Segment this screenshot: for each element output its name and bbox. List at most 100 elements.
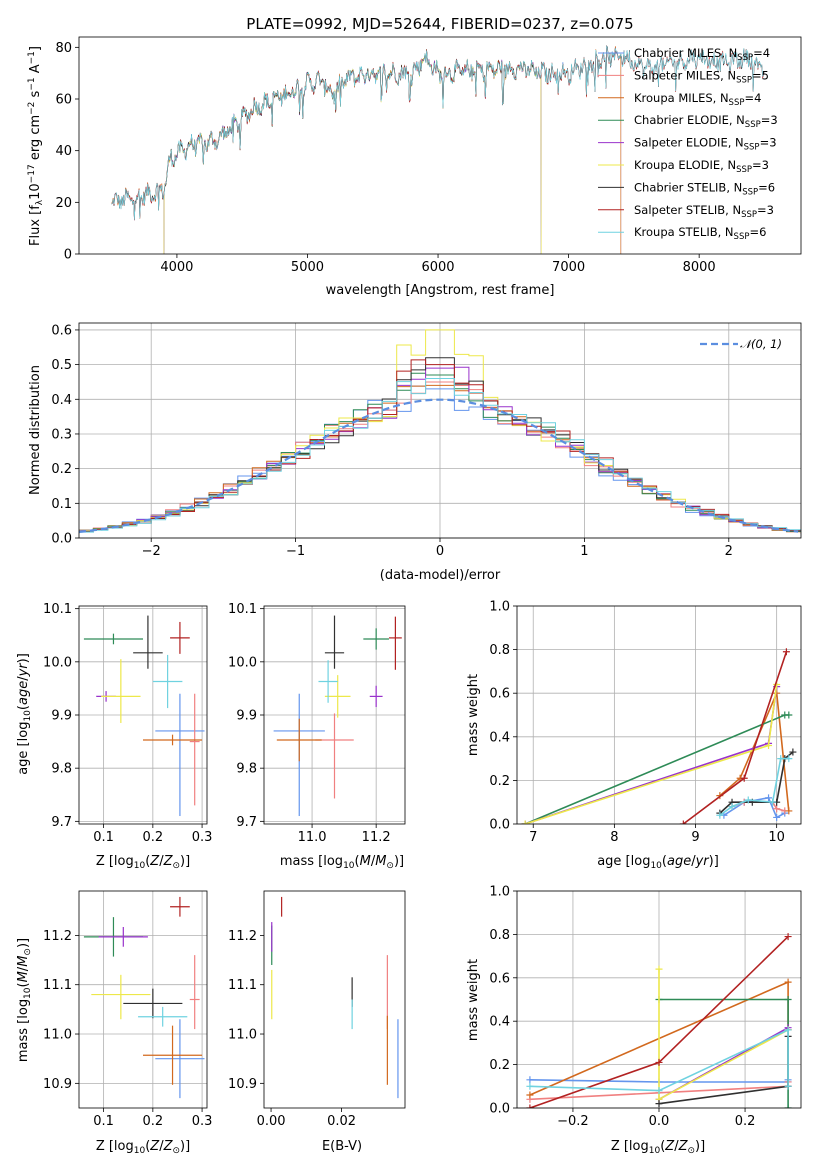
y-tick-label: 11.0 bbox=[43, 1028, 72, 1043]
mass-z-ylabel: mass [log10(M/M⊙)] bbox=[16, 938, 33, 1062]
legend-entry: Kroupa MILES, NSSP=4 bbox=[634, 91, 761, 108]
y-tick-label: 40 bbox=[55, 144, 72, 159]
age-mass-xlabel: mass [log10(M/M⊙)] bbox=[280, 854, 404, 871]
x-tick-label: 11.0 bbox=[298, 830, 327, 845]
mass-z-xlabel: Z [log10(Z/Z⊙)] bbox=[96, 1139, 190, 1156]
y-tick-label: 11.2 bbox=[43, 929, 72, 944]
y-tick-label: 9.7 bbox=[236, 815, 257, 830]
weight-point-marker bbox=[785, 711, 793, 719]
hist-ylabel: Normed distribution bbox=[28, 365, 43, 495]
y-tick-label: 11.0 bbox=[228, 1028, 257, 1043]
x-tick-label: 0.3 bbox=[192, 1114, 213, 1129]
y-tick-label: 0.0 bbox=[489, 818, 510, 833]
y-tick-label: 0.8 bbox=[489, 928, 510, 943]
x-tick-label: 2 bbox=[725, 544, 733, 559]
y-tick-label: 0.2 bbox=[489, 1058, 510, 1073]
weight-point-marker bbox=[773, 813, 781, 821]
weight-point-marker bbox=[777, 755, 785, 763]
x-tick-label: 0.1 bbox=[93, 1114, 114, 1129]
age-z-xlabel: Z [log10(Z/Z⊙)] bbox=[96, 854, 190, 871]
panel-4: 7 8 9 10 0.0 0.2 0.4 0.6 0.8 1.0 bbox=[489, 600, 802, 845]
y-tick-label: 0.0 bbox=[51, 532, 72, 547]
weight-point-marker bbox=[784, 933, 792, 941]
weight-point-marker bbox=[744, 796, 752, 804]
weight-point-marker bbox=[679, 820, 687, 824]
panel-1: −2 −1 0 1 2 0.0 0.1 0.2 0.3 0.4 0.5 0.6 𝒩(0, 1) bbox=[51, 322, 802, 559]
weight-point-marker bbox=[728, 803, 736, 811]
x-tick-label: 0.02 bbox=[327, 1114, 356, 1129]
y-tick-label: 11.2 bbox=[228, 929, 257, 944]
x-tick-label: 0.3 bbox=[192, 830, 213, 845]
spectrum-series-line bbox=[111, 46, 765, 220]
y-tick-label: 0.3 bbox=[51, 427, 72, 442]
weight-point-marker bbox=[784, 1026, 792, 1034]
weight-point-marker bbox=[765, 794, 773, 802]
y-tick-label: 10.9 bbox=[43, 1077, 72, 1092]
y-tick-label: 0.6 bbox=[489, 971, 510, 986]
y-tick-label: 9.9 bbox=[51, 709, 72, 724]
y-tick-label: 10.0 bbox=[228, 655, 257, 670]
axes-frame bbox=[263, 605, 406, 825]
y-tick-label: 0.2 bbox=[489, 774, 510, 789]
x-tick-label: −0.2 bbox=[557, 1114, 589, 1129]
y-tick-label: 10.0 bbox=[43, 655, 72, 670]
y-tick-label: 0.4 bbox=[51, 393, 72, 408]
weight-point-marker bbox=[526, 1104, 534, 1108]
axes-frame bbox=[78, 605, 208, 825]
y-tick-label: 9.7 bbox=[51, 815, 72, 830]
axes-frame bbox=[263, 890, 406, 1109]
x-tick-label: 5000 bbox=[291, 260, 324, 275]
x-tick-label: 0.2 bbox=[735, 1114, 756, 1129]
y-tick-label: 1.0 bbox=[489, 885, 510, 900]
y-tick-label: 0.4 bbox=[489, 1015, 510, 1030]
x-tick-label: 1 bbox=[580, 544, 588, 559]
y-tick-label: 10.9 bbox=[228, 1077, 257, 1092]
hist-xlabel: (data-model)/error bbox=[380, 568, 501, 583]
y-tick-label: 0.4 bbox=[489, 730, 510, 745]
y-tick-label: 9.8 bbox=[236, 762, 257, 777]
y-tick-label: 10.1 bbox=[228, 602, 257, 617]
x-tick-label: 10 bbox=[768, 830, 785, 845]
panel-2: 0.1 0.2 0.3 9.7 9.8 9.9 10.0 10.1 bbox=[43, 602, 212, 845]
y-tick-label: 20 bbox=[55, 196, 72, 211]
weight-point-marker bbox=[782, 648, 790, 656]
spectrum-legend: Chabrier MILES, NSSP=4 Salpeter MILES, NS… bbox=[598, 46, 778, 242]
histogram-series bbox=[79, 378, 801, 534]
x-tick-label: 8000 bbox=[683, 260, 716, 275]
weight-age-xlabel: age [log10(age/yr)] bbox=[597, 854, 719, 871]
y-tick-label: 10.1 bbox=[43, 602, 72, 617]
panel-6: 0.00 0.02 10.9 11.0 11.1 11.2 bbox=[228, 890, 406, 1129]
x-tick-label: 0 bbox=[436, 544, 444, 559]
legend-entry: Chabrier STELIB, NSSP=6 bbox=[634, 180, 775, 197]
weight-point-marker bbox=[526, 1082, 534, 1090]
weight-point-marker bbox=[784, 1082, 792, 1090]
axes-frame bbox=[78, 322, 802, 539]
weight-point-marker bbox=[521, 820, 529, 824]
y-tick-label: 0.1 bbox=[51, 497, 72, 512]
weight-point-marker bbox=[716, 811, 724, 819]
weight-point-marker bbox=[740, 774, 748, 782]
weight-point-marker bbox=[655, 1100, 663, 1108]
age-z-ylabel: age [log10(age/yr)] bbox=[16, 653, 33, 775]
weight-point-marker bbox=[655, 1058, 663, 1066]
x-tick-label: 6000 bbox=[421, 260, 454, 275]
y-tick-label: 0 bbox=[64, 248, 72, 263]
x-tick-label: 11.2 bbox=[362, 830, 391, 845]
x-tick-label: 0.2 bbox=[143, 1114, 164, 1129]
axes-frame bbox=[78, 36, 802, 255]
axes-frame bbox=[516, 890, 802, 1109]
legend-entry: Salpeter MILES, NSSP=5 bbox=[634, 68, 769, 85]
legend-entry: Kroupa STELIB, NSSP=6 bbox=[634, 225, 766, 242]
weight-point-marker bbox=[784, 996, 792, 1003]
weight-point-marker bbox=[784, 978, 792, 986]
weight-series-line bbox=[529, 1028, 789, 1092]
legend-entry: Kroupa ELODIE, NSSP=3 bbox=[634, 158, 769, 175]
panel-5: 0.1 0.2 0.3 10.9 11.0 11.1 11.2 bbox=[43, 890, 213, 1129]
y-tick-label: 0.0 bbox=[489, 1102, 510, 1117]
panel-0: 4000 5000 6000 7000 8000 0 20 40 60 80 Chabrier MI… bbox=[55, 36, 802, 275]
weight-point-marker bbox=[785, 807, 793, 815]
weight-point-marker bbox=[765, 742, 773, 750]
y-tick-label: 0.6 bbox=[489, 687, 510, 702]
weight-point-marker bbox=[526, 1091, 534, 1099]
